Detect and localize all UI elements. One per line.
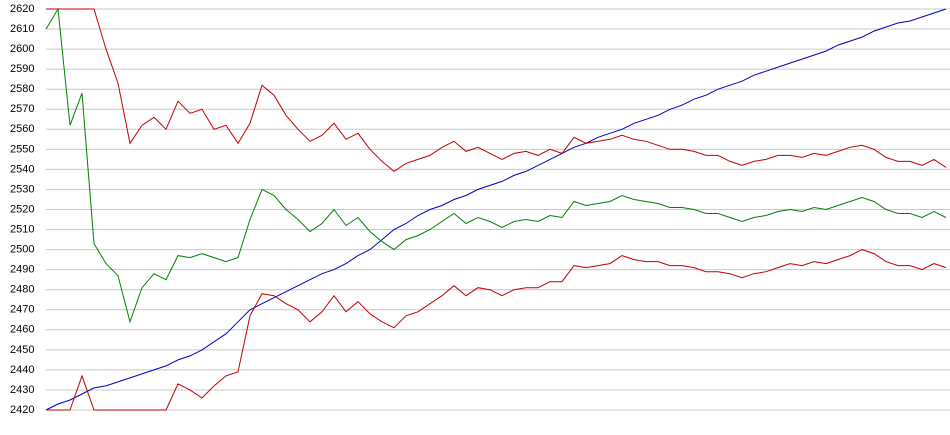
y-tick-label: 2470: [10, 304, 34, 316]
y-tick-label: 2550: [10, 143, 34, 155]
y-tick-label: 2480: [10, 284, 34, 296]
y-tick-label: 2590: [10, 63, 34, 75]
y-tick-label: 2440: [10, 364, 34, 376]
series-line: [46, 249, 947, 411]
y-tick-label: 2430: [10, 384, 34, 396]
y-tick-label: 2620: [10, 3, 34, 15]
y-tick-label: 2560: [10, 123, 34, 135]
y-tick-label: 2570: [10, 103, 34, 115]
y-tick-label: 2460: [10, 324, 34, 336]
y-tick-label: 2610: [10, 23, 34, 35]
y-tick-label: 2490: [10, 264, 34, 276]
y-tick-label: 2500: [10, 244, 34, 256]
y-tick-label: 2580: [10, 83, 34, 95]
y-tick-label: 2600: [10, 43, 34, 55]
y-tick-label: 2420: [10, 404, 34, 416]
y-tick-label: 2520: [10, 203, 34, 215]
y-tick-label: 2540: [10, 163, 34, 175]
series-line: [45, 8, 947, 411]
y-tick-label: 2450: [10, 344, 34, 356]
y-tick-label: 2530: [10, 183, 34, 195]
series-line: [45, 7, 947, 324]
series-line: [46, 8, 947, 173]
y-tick-label: 2510: [10, 223, 34, 235]
